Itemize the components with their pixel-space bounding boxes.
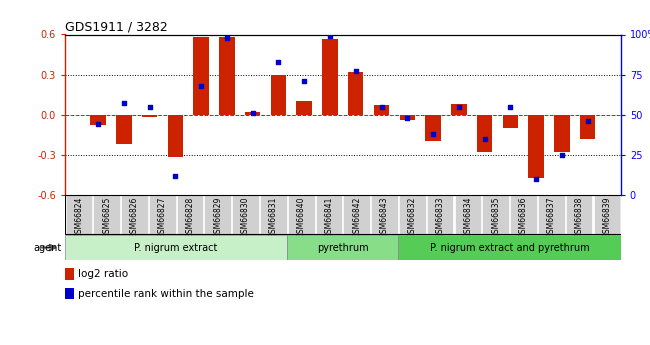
Bar xyxy=(451,104,467,115)
Point xyxy=(248,110,258,116)
Bar xyxy=(65,268,74,280)
Bar xyxy=(116,115,131,144)
Bar xyxy=(580,115,595,139)
Text: GSM66834: GSM66834 xyxy=(463,197,473,238)
Bar xyxy=(374,105,389,115)
Bar xyxy=(477,115,493,152)
Point xyxy=(557,152,567,158)
Text: GSM66824: GSM66824 xyxy=(74,197,83,238)
Point xyxy=(299,78,309,84)
Bar xyxy=(510,195,537,234)
Text: GSM66832: GSM66832 xyxy=(408,197,417,238)
Text: GSM66828: GSM66828 xyxy=(185,197,194,238)
Bar xyxy=(400,115,415,120)
Bar xyxy=(205,195,231,234)
Text: GSM66827: GSM66827 xyxy=(158,197,167,238)
Point xyxy=(93,121,103,127)
Text: GDS1911 / 3282: GDS1911 / 3282 xyxy=(65,20,168,33)
Bar xyxy=(348,72,363,115)
Bar xyxy=(245,112,261,115)
Text: GSM66841: GSM66841 xyxy=(324,197,333,238)
Bar xyxy=(193,37,209,115)
Bar xyxy=(149,195,176,234)
Point xyxy=(582,118,593,124)
Text: P. nigrum extract and pyrethrum: P. nigrum extract and pyrethrum xyxy=(430,243,590,253)
Bar xyxy=(219,37,235,115)
Bar xyxy=(90,115,106,125)
Bar xyxy=(554,115,569,152)
Bar xyxy=(454,195,481,234)
Point xyxy=(531,176,541,182)
Text: GSM66837: GSM66837 xyxy=(547,197,556,238)
Point xyxy=(325,33,335,39)
Bar xyxy=(343,195,370,234)
Point xyxy=(144,104,155,109)
Text: GSM66842: GSM66842 xyxy=(352,197,361,238)
Bar xyxy=(538,195,565,234)
Text: pyrethrum: pyrethrum xyxy=(317,243,369,253)
Point xyxy=(170,173,181,178)
Bar xyxy=(288,195,315,234)
Bar xyxy=(425,115,441,141)
Bar xyxy=(65,235,287,260)
Bar xyxy=(502,115,518,128)
Text: GSM66838: GSM66838 xyxy=(575,197,584,238)
Bar xyxy=(65,288,74,299)
Point xyxy=(196,83,206,89)
Text: log2 ratio: log2 ratio xyxy=(79,269,129,279)
Bar xyxy=(528,115,544,178)
Point xyxy=(273,59,283,65)
Bar xyxy=(260,195,287,234)
Text: GSM66831: GSM66831 xyxy=(269,197,278,238)
Bar xyxy=(232,195,259,234)
Point xyxy=(428,131,438,137)
Bar xyxy=(142,115,157,117)
Bar xyxy=(482,195,509,234)
Bar xyxy=(168,115,183,157)
Point xyxy=(480,136,490,141)
Text: GSM66835: GSM66835 xyxy=(491,197,500,238)
Text: percentile rank within the sample: percentile rank within the sample xyxy=(79,288,254,298)
Point xyxy=(454,104,464,109)
Bar xyxy=(121,195,148,234)
Bar xyxy=(177,195,203,234)
Text: GSM66839: GSM66839 xyxy=(603,197,612,238)
Text: GSM66833: GSM66833 xyxy=(436,197,445,238)
Bar xyxy=(371,195,398,234)
Point xyxy=(402,115,413,121)
Bar xyxy=(593,195,620,234)
Bar xyxy=(399,195,426,234)
Bar xyxy=(566,195,592,234)
Text: GSM66840: GSM66840 xyxy=(296,197,306,238)
Point xyxy=(376,104,387,109)
Bar xyxy=(66,195,92,234)
Bar xyxy=(287,235,398,260)
Point xyxy=(350,69,361,74)
Bar xyxy=(94,195,120,234)
Point xyxy=(505,104,515,109)
Bar xyxy=(316,195,343,234)
Bar xyxy=(296,101,312,115)
Text: GSM66829: GSM66829 xyxy=(213,197,222,238)
Text: GSM66825: GSM66825 xyxy=(102,197,111,238)
Text: P. nigrum extract: P. nigrum extract xyxy=(135,243,218,253)
Point xyxy=(222,35,232,40)
Bar xyxy=(322,39,338,115)
Bar xyxy=(398,235,621,260)
Text: GSM66826: GSM66826 xyxy=(130,197,139,238)
Text: agent: agent xyxy=(34,243,62,253)
Text: GSM66836: GSM66836 xyxy=(519,197,528,238)
Bar xyxy=(427,195,454,234)
Bar xyxy=(270,75,286,115)
Text: GSM66843: GSM66843 xyxy=(380,197,389,238)
Point xyxy=(118,101,129,106)
Text: GSM66830: GSM66830 xyxy=(241,197,250,238)
